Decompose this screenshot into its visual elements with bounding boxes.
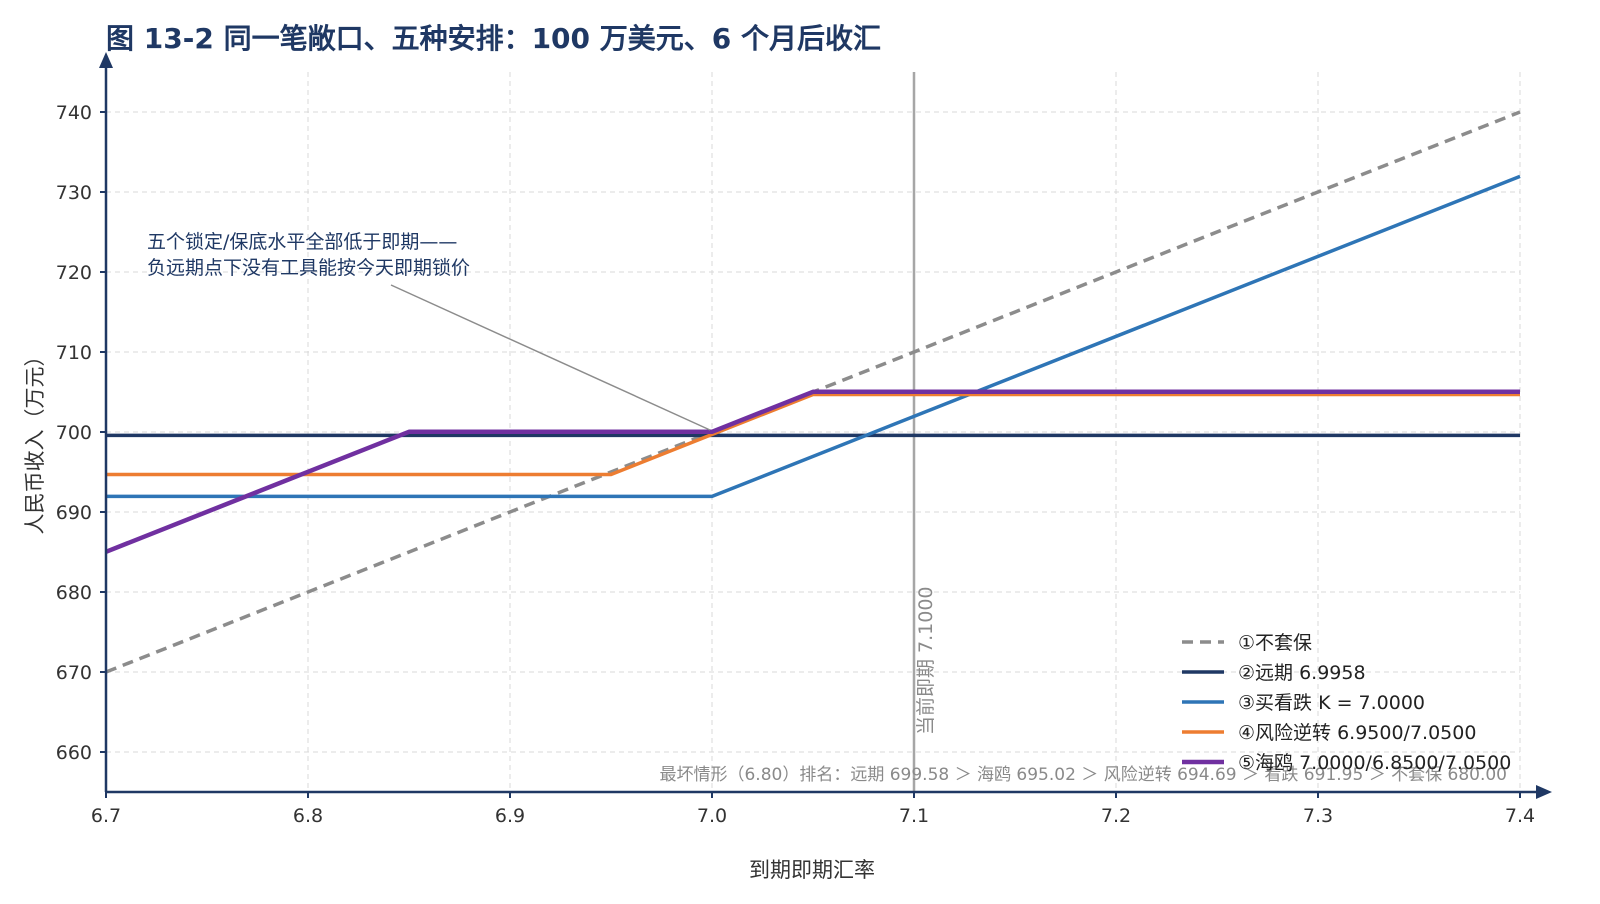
x-axis-arrow	[1536, 785, 1552, 799]
x-tick-label: 7.1	[899, 805, 929, 827]
y-tick-label: 680	[56, 582, 92, 604]
y-tick-label: 660	[56, 742, 92, 764]
x-tick-label: 7.4	[1505, 805, 1535, 827]
series-line-3	[106, 174, 1521, 499]
grid	[106, 72, 1521, 792]
chart-title: 图 13-2 同一笔敞口、五种安排：100 万美元、6 个月后收汇	[106, 22, 881, 55]
y-axis-label: 人民币收入（万元）	[23, 346, 47, 535]
y-tick-label: 670	[56, 662, 92, 684]
annotation-text: 负远期点下没有工具能按今天即期锁价	[147, 257, 470, 279]
reference-line-group: 当前即期 7.1000	[912, 72, 937, 792]
annotation: 五个锁定/保底水平全部低于即期—— 负远期点下没有工具能按今天即期锁价	[147, 231, 711, 431]
legend-label-5: ⑤海鸥 7.0000/6.8500/7.0500	[1238, 752, 1511, 774]
y-tick-label: 720	[56, 262, 92, 284]
axes	[99, 52, 1552, 799]
x-axis-label: 到期即期汇率	[749, 858, 875, 882]
legend-label-4: ④风险逆转 6.9500/7.0500	[1238, 722, 1476, 744]
reference-line-label: 当前即期 7.1000	[915, 586, 937, 735]
y-tick-label: 740	[56, 102, 92, 124]
x-tick-label: 7.0	[697, 805, 727, 827]
annotation-pointer	[390, 284, 711, 431]
y-tick-label: 700	[56, 422, 92, 444]
y-tick-label: 730	[56, 182, 92, 204]
y-tick-label: 690	[56, 502, 92, 524]
series-line-4	[106, 392, 1520, 477]
x-tick-label: 7.3	[1303, 805, 1333, 827]
series-group	[105, 110, 1521, 674]
x-tick-label: 6.9	[495, 805, 525, 827]
legend-label-3: ③买看跌 K = 7.0000	[1238, 692, 1425, 714]
x-tick-label: 6.7	[91, 805, 121, 827]
legend-label-1: ①不套保	[1238, 632, 1312, 654]
x-tick-label: 6.8	[293, 805, 323, 827]
footnote: 最坏情形（6.80）排名：远期 699.58 ＞ 海鸥 695.02 ＞ 风险逆…	[659, 765, 1507, 785]
legend: ①不套保 ②远期 6.9958 ③买看跌 K = 7.0000 ④风险逆转 6.950…	[1182, 632, 1511, 774]
series-line-5	[105, 389, 1520, 554]
annotation-text: 五个锁定/保底水平全部低于即期——	[147, 231, 457, 253]
x-tick-label: 7.2	[1101, 805, 1131, 827]
y-tick-label: 710	[56, 342, 92, 364]
tick-labels: 6.7 6.8 6.9 7.0 7.1 7.2 7.3 7.4 660 670 680 690 700 7…	[56, 102, 1535, 827]
legend-label-2: ②远期 6.9958	[1238, 662, 1366, 684]
y-axis-arrow	[99, 52, 113, 68]
